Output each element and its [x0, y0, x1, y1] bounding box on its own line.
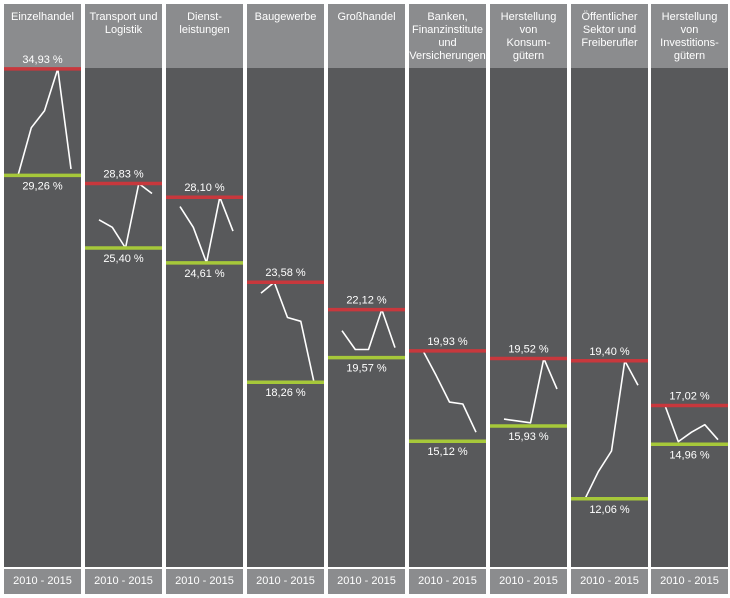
series-line — [98, 182, 153, 249]
period-label: 2010 - 2015 — [571, 569, 648, 594]
min-value-label: 18,26 % — [265, 387, 306, 399]
panel-plot-area — [490, 68, 567, 567]
series-line — [179, 196, 234, 264]
max-value-label: 17,02 % — [669, 391, 710, 403]
industry-panel: Großhandel 2010 - 2015 22,12 % 19,57 % — [328, 4, 405, 594]
min-value-label: 15,12 % — [427, 446, 468, 458]
industry-panel: Transport und Logistik 2010 - 2015 28,83 %… — [85, 4, 162, 594]
min-value-label: 25,40 % — [103, 253, 144, 265]
max-value-label: 19,40 % — [589, 346, 630, 358]
period-label: 2010 - 2015 — [166, 569, 243, 594]
industry-panel: Banken, Finanzinstitute und Versicherung… — [409, 4, 486, 594]
panel-plot-area — [409, 68, 486, 567]
series-line — [260, 281, 315, 383]
min-value-label: 14,96 % — [669, 449, 710, 461]
panel-title: Öffentlicher Sektor und Freiberufler — [571, 4, 648, 68]
panel-svg: 22,12 % 19,57 % — [328, 295, 405, 375]
panel-svg: 34,93 % 29,26 % — [4, 54, 81, 192]
series-line — [584, 359, 639, 500]
panel-svg: 28,83 % 25,40 % — [85, 168, 162, 265]
period-label: 2010 - 2015 — [4, 569, 81, 594]
panel-plot-area — [85, 68, 162, 567]
panel-title: Großhandel — [328, 4, 405, 68]
industry-panel: Herstellung von Konsum- gütern 2010 - 201… — [490, 4, 567, 594]
max-value-label: 22,12 % — [346, 295, 387, 307]
panel-plot-area — [166, 68, 243, 567]
max-value-label: 28,83 % — [103, 168, 144, 180]
series-line — [664, 405, 719, 443]
max-value-label: 34,93 % — [22, 54, 63, 66]
panel-title: Transport und Logistik — [85, 4, 162, 68]
period-label: 2010 - 2015 — [651, 569, 728, 594]
series-line — [422, 350, 477, 433]
period-label: 2010 - 2015 — [247, 569, 324, 594]
panel-title: Dienst- leistungen — [166, 4, 243, 68]
panel-title: Banken, Finanzinstitute und Versicherung… — [409, 4, 486, 68]
max-value-label: 28,10 % — [184, 182, 225, 194]
panel-svg: 28,10 % 24,61 % — [166, 182, 243, 280]
panel-plot-area — [651, 68, 728, 567]
min-value-label: 12,06 % — [589, 504, 630, 516]
max-value-label: 19,52 % — [508, 344, 549, 356]
industry-panel: Herstellung von Investitions- gütern 2010… — [651, 4, 728, 594]
panel-title: Herstellung von Konsum- gütern — [490, 4, 567, 68]
max-value-label: 23,58 % — [265, 267, 306, 279]
series-line — [503, 357, 558, 424]
panel-title: Baugewerbe — [247, 4, 324, 68]
panel-svg: 17,02 % 14,96 % — [651, 391, 728, 461]
period-label: 2010 - 2015 — [328, 569, 405, 594]
industry-panel: Öffentlicher Sektor und Freiberufler 2010… — [571, 4, 648, 594]
period-label: 2010 - 2015 — [85, 569, 162, 594]
panel-svg: 19,40 % 12,06 % — [571, 346, 648, 516]
min-value-label: 24,61 % — [184, 268, 225, 280]
min-value-label: 29,26 % — [22, 180, 63, 192]
industry-panel: Dienst- leistungen 2010 - 2015 28,10 % 24,6… — [166, 4, 243, 594]
panel-plot-area — [247, 68, 324, 567]
industry-panel: Baugewerbe 2010 - 2015 23,58 % 18,26 % — [247, 4, 324, 594]
panel-svg: 19,93 % 15,12 % — [409, 336, 486, 458]
series-line — [341, 308, 396, 351]
panel-plot-area — [328, 68, 405, 567]
min-value-label: 15,93 % — [508, 431, 549, 443]
period-label: 2010 - 2015 — [409, 569, 486, 594]
panel-title: Herstellung von Investitions- gütern — [651, 4, 728, 68]
industry-panel: Einzelhandel 2010 - 2015 34,93 % 29,26 % — [4, 4, 81, 594]
series-line — [17, 68, 72, 176]
period-label: 2010 - 2015 — [490, 569, 567, 594]
panel-plot-area — [571, 68, 648, 567]
panel-svg: 19,52 % 15,93 % — [490, 344, 567, 443]
panel-svg: 23,58 % 18,26 % — [247, 267, 324, 399]
max-value-label: 19,93 % — [427, 336, 468, 348]
panel-title: Einzelhandel — [4, 4, 81, 68]
min-value-label: 19,57 % — [346, 363, 387, 375]
